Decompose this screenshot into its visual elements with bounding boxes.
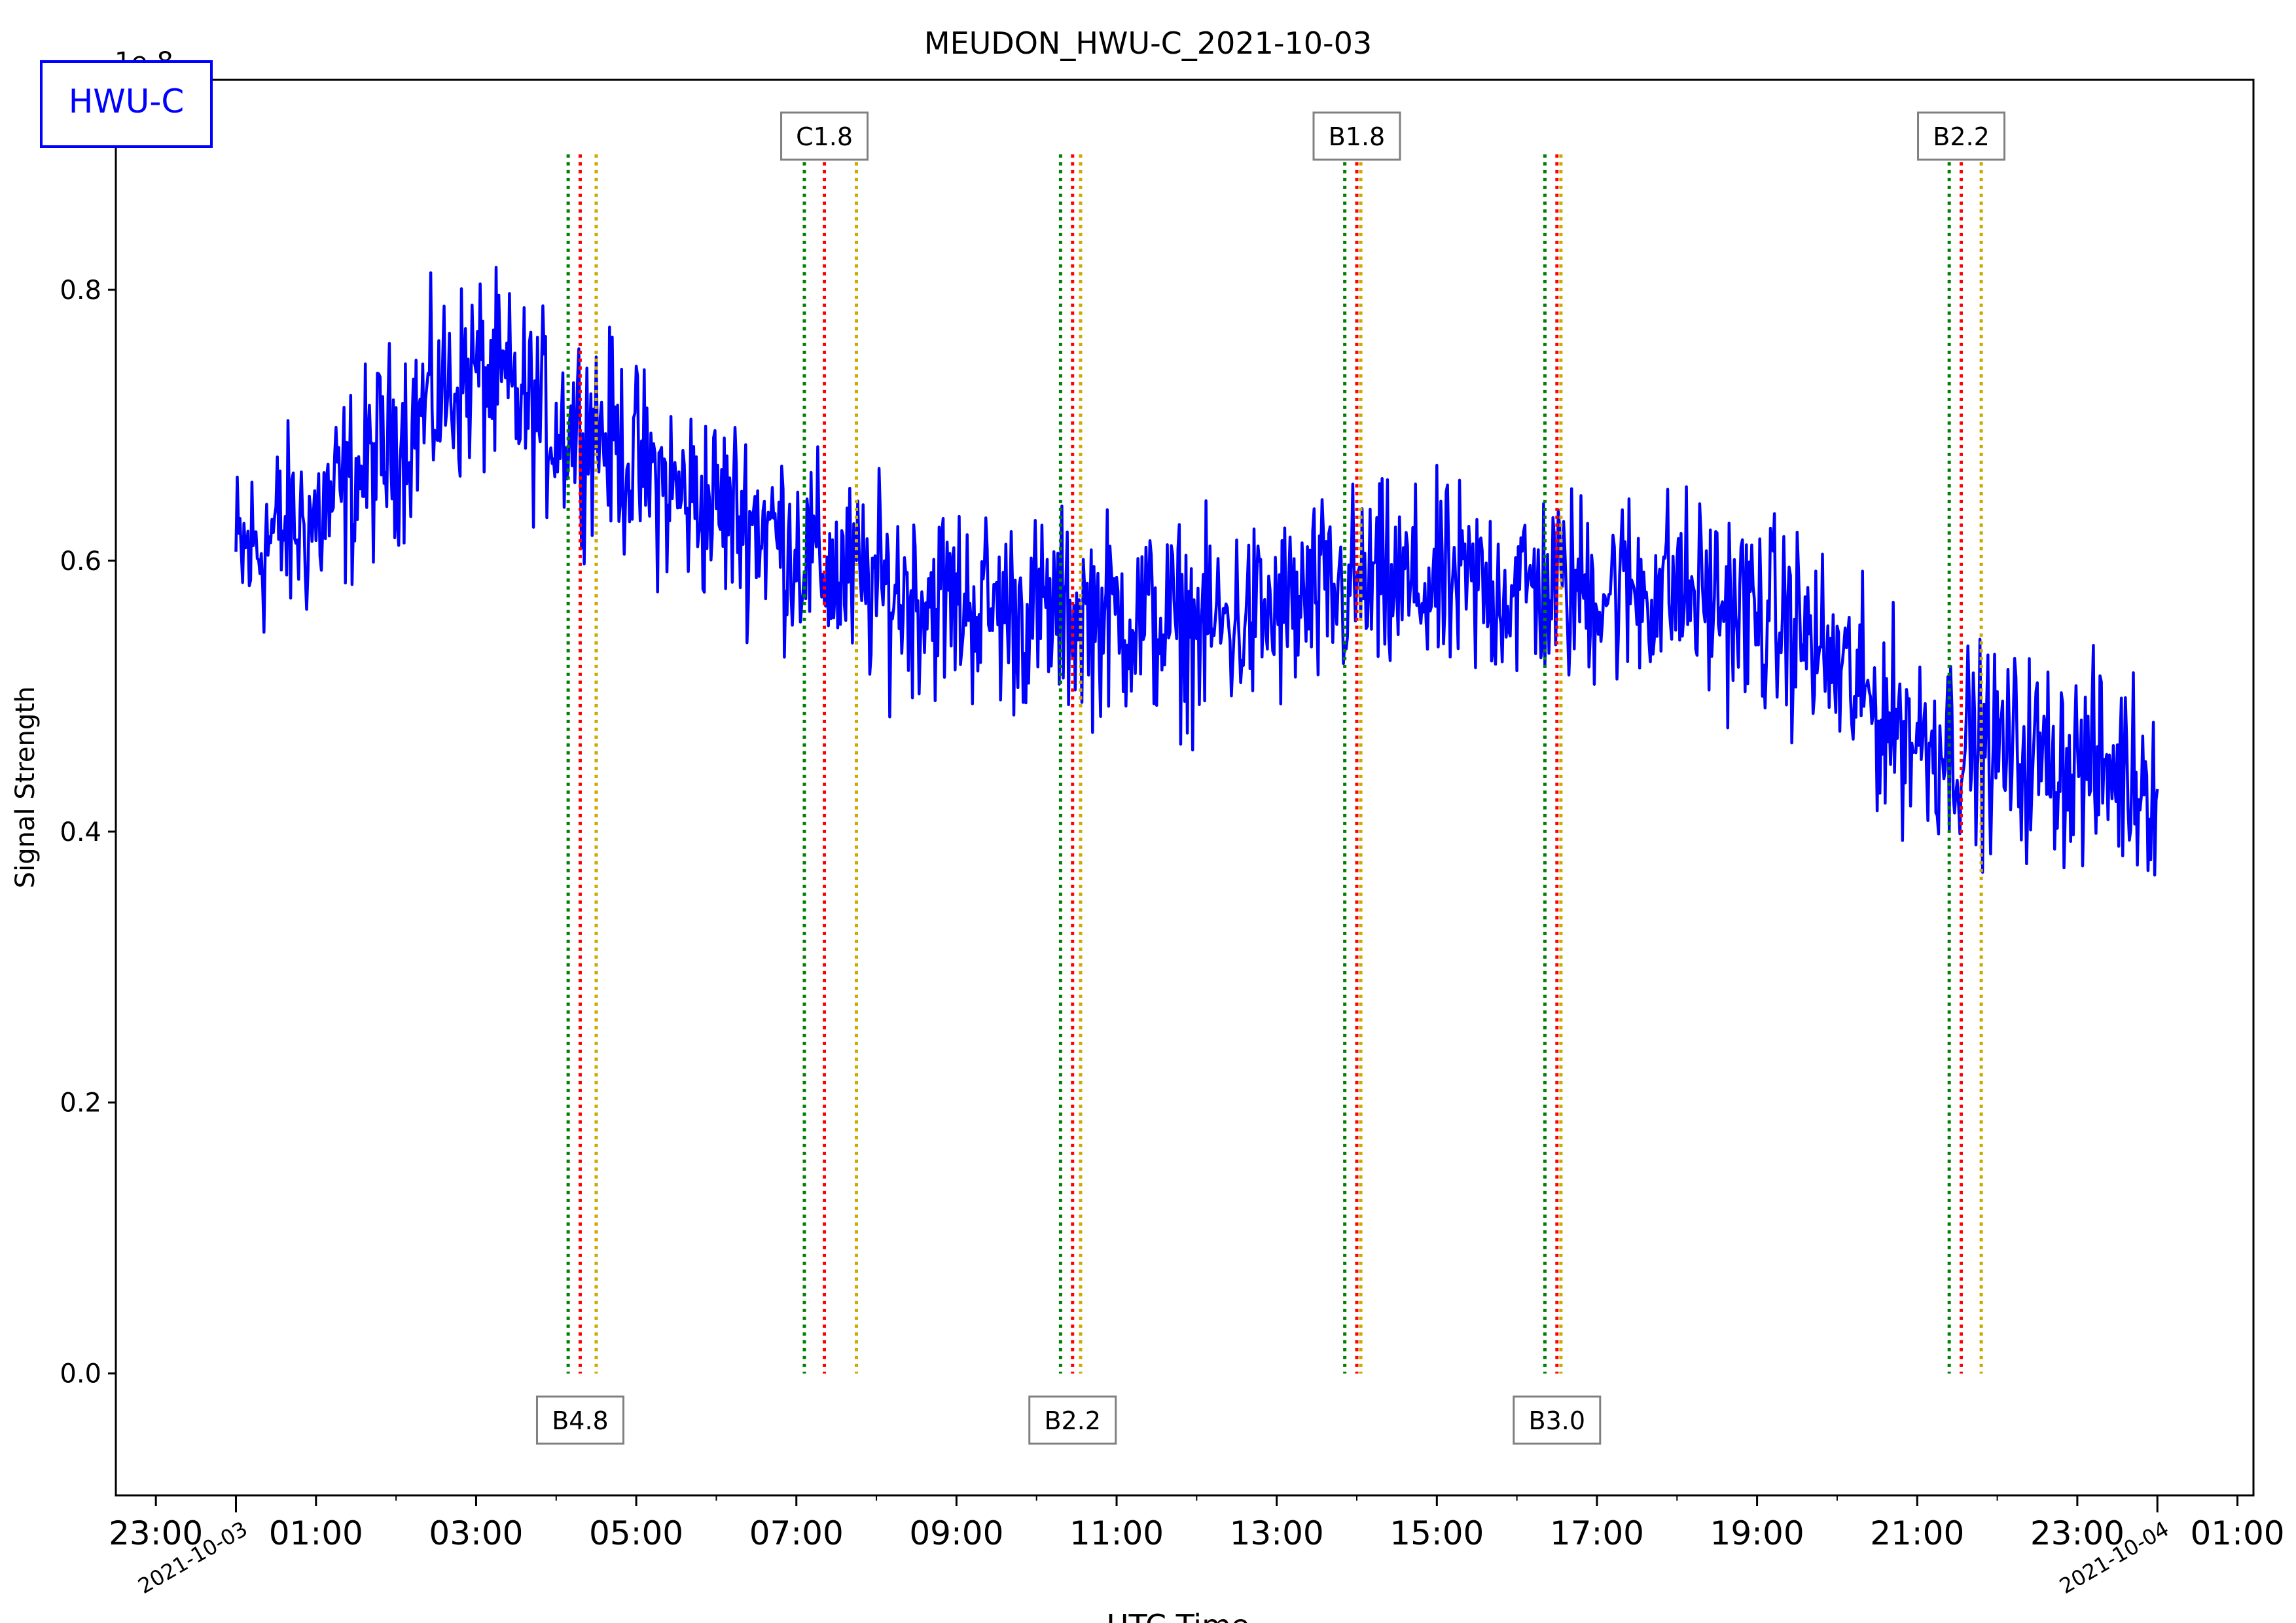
chart-title: MEUDON_HWU-C_2021-10-03 xyxy=(924,26,1372,61)
flare-label-box xyxy=(1513,1395,1602,1445)
x-tick-label: 01:00 xyxy=(269,1514,363,1552)
flare-class-label: B4.8 xyxy=(552,1406,609,1435)
x-tick-label: 15:00 xyxy=(1390,1514,1484,1552)
y-tick-label: 0.6 xyxy=(60,546,101,577)
flare-label-box xyxy=(780,111,869,161)
y-axis-label: Signal Strength xyxy=(10,687,41,889)
series-line xyxy=(234,266,2159,877)
x-axis-label: UTC Time xyxy=(1107,1608,1249,1623)
flare-class-label: B2.2 xyxy=(1044,1406,1101,1435)
x-tick-label: 23:00 xyxy=(2030,1514,2125,1552)
x-tick-label: 19:00 xyxy=(1710,1514,1804,1552)
y-tick-label: 0.0 xyxy=(60,1359,101,1389)
x-tick-label: 17:00 xyxy=(1550,1514,1644,1552)
flare-label-box xyxy=(1312,111,1401,161)
x-tick-label: 09:00 xyxy=(909,1514,1003,1552)
flare-label-box xyxy=(1917,111,2006,161)
flare-label-box xyxy=(1028,1395,1117,1445)
x-tick-label: 03:00 xyxy=(429,1514,523,1552)
x-tick-label: 13:00 xyxy=(1230,1514,1324,1552)
y-tick-label: 0.4 xyxy=(60,817,101,847)
flare-class-label: C1.8 xyxy=(796,122,853,151)
x-tick-label: 23:00 xyxy=(109,1514,203,1552)
x-tick-label: 01:00 xyxy=(2190,1514,2284,1552)
flare-class-label: B1.8 xyxy=(1329,122,1386,151)
flare-class-label: B3.0 xyxy=(1529,1406,1586,1435)
y-tick-label: 0.8 xyxy=(60,276,101,306)
plot-frame xyxy=(115,79,2255,1497)
flare-label-box xyxy=(535,1395,624,1445)
x-tick-label: 11:00 xyxy=(1069,1514,1164,1552)
y-tick-label: 0.2 xyxy=(60,1088,101,1118)
flare-class-label: B2.2 xyxy=(1933,122,1990,151)
x-tick-label: 21:00 xyxy=(1870,1514,1964,1552)
station-legend: HWU-C xyxy=(40,60,213,148)
station-legend-label: HWU-C xyxy=(69,82,185,120)
station-legend-box xyxy=(40,60,213,148)
x-tick-label: 07:00 xyxy=(749,1514,844,1552)
x-tick-label: 05:00 xyxy=(589,1514,683,1552)
